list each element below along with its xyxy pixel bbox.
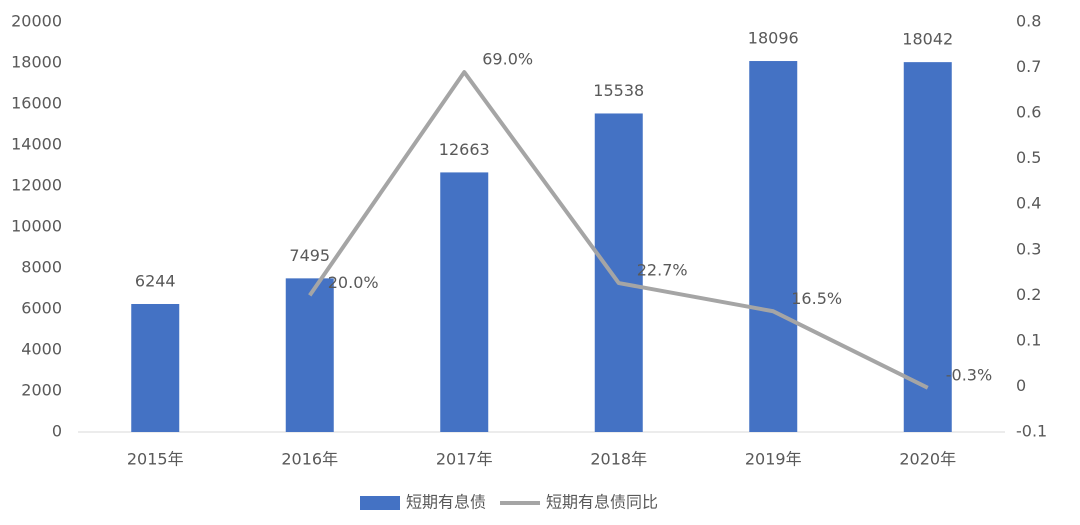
y-tick-label: 16000 — [11, 94, 62, 113]
y2-tick-label: 0.8 — [1016, 12, 1041, 31]
y2-tick-label: 0.4 — [1016, 194, 1041, 213]
x-tick-label: 2019年 — [745, 450, 802, 469]
y-tick-label: 20000 — [11, 12, 62, 31]
data-label: 6244 — [135, 271, 176, 290]
y-tick-label: 18000 — [11, 53, 62, 72]
line — [308, 70, 929, 390]
data-label: 7495 — [289, 246, 330, 265]
bar — [594, 113, 643, 432]
legend-label: 短期有息债 — [406, 493, 486, 512]
x-tick-label: 2015年 — [127, 450, 184, 469]
y2-tick-label: 0.5 — [1016, 148, 1041, 167]
y2-tick-label: 0.7 — [1016, 57, 1041, 76]
y2-tick-label: 0.1 — [1016, 330, 1041, 349]
data-label: -0.3% — [946, 365, 992, 384]
y2-tick-label: 0.3 — [1016, 239, 1041, 258]
y-tick-label: 10000 — [11, 217, 62, 236]
y2-tick-label: -0.1 — [1016, 422, 1047, 441]
bar — [285, 278, 334, 432]
data-label: 18096 — [748, 29, 799, 48]
y2-tick-label: 0.2 — [1016, 285, 1041, 304]
y-tick-label: 8000 — [21, 258, 62, 277]
x-tick-label: 2020年 — [899, 450, 956, 469]
x-tick-label: 2018年 — [590, 450, 647, 469]
data-label: 20.0% — [328, 273, 379, 292]
x-tick-label: 2016年 — [281, 450, 338, 469]
bar — [903, 62, 952, 432]
legend-swatch — [360, 496, 400, 510]
legend-label: 短期有息债同比 — [546, 493, 658, 512]
y2-tick-label: 0.6 — [1016, 103, 1041, 122]
bar — [440, 172, 489, 432]
data-label: 69.0% — [482, 50, 533, 69]
y-tick-label: 2000 — [21, 381, 62, 400]
bar — [749, 61, 798, 432]
y-tick-label: 4000 — [21, 340, 62, 359]
y-tick-label: 0 — [52, 422, 62, 441]
y2-tick-label: 0 — [1016, 376, 1026, 395]
data-label: 16.5% — [791, 289, 842, 308]
bar — [131, 303, 180, 432]
y-tick-label: 6000 — [21, 299, 62, 318]
x-tick-label: 2017年 — [436, 450, 493, 469]
data-label: 22.7% — [637, 261, 688, 280]
data-label: 12663 — [439, 140, 490, 159]
data-label: 18042 — [902, 30, 953, 49]
y-tick-label: 12000 — [11, 176, 62, 195]
y-tick-label: 14000 — [11, 135, 62, 154]
data-label: 15538 — [593, 81, 644, 100]
